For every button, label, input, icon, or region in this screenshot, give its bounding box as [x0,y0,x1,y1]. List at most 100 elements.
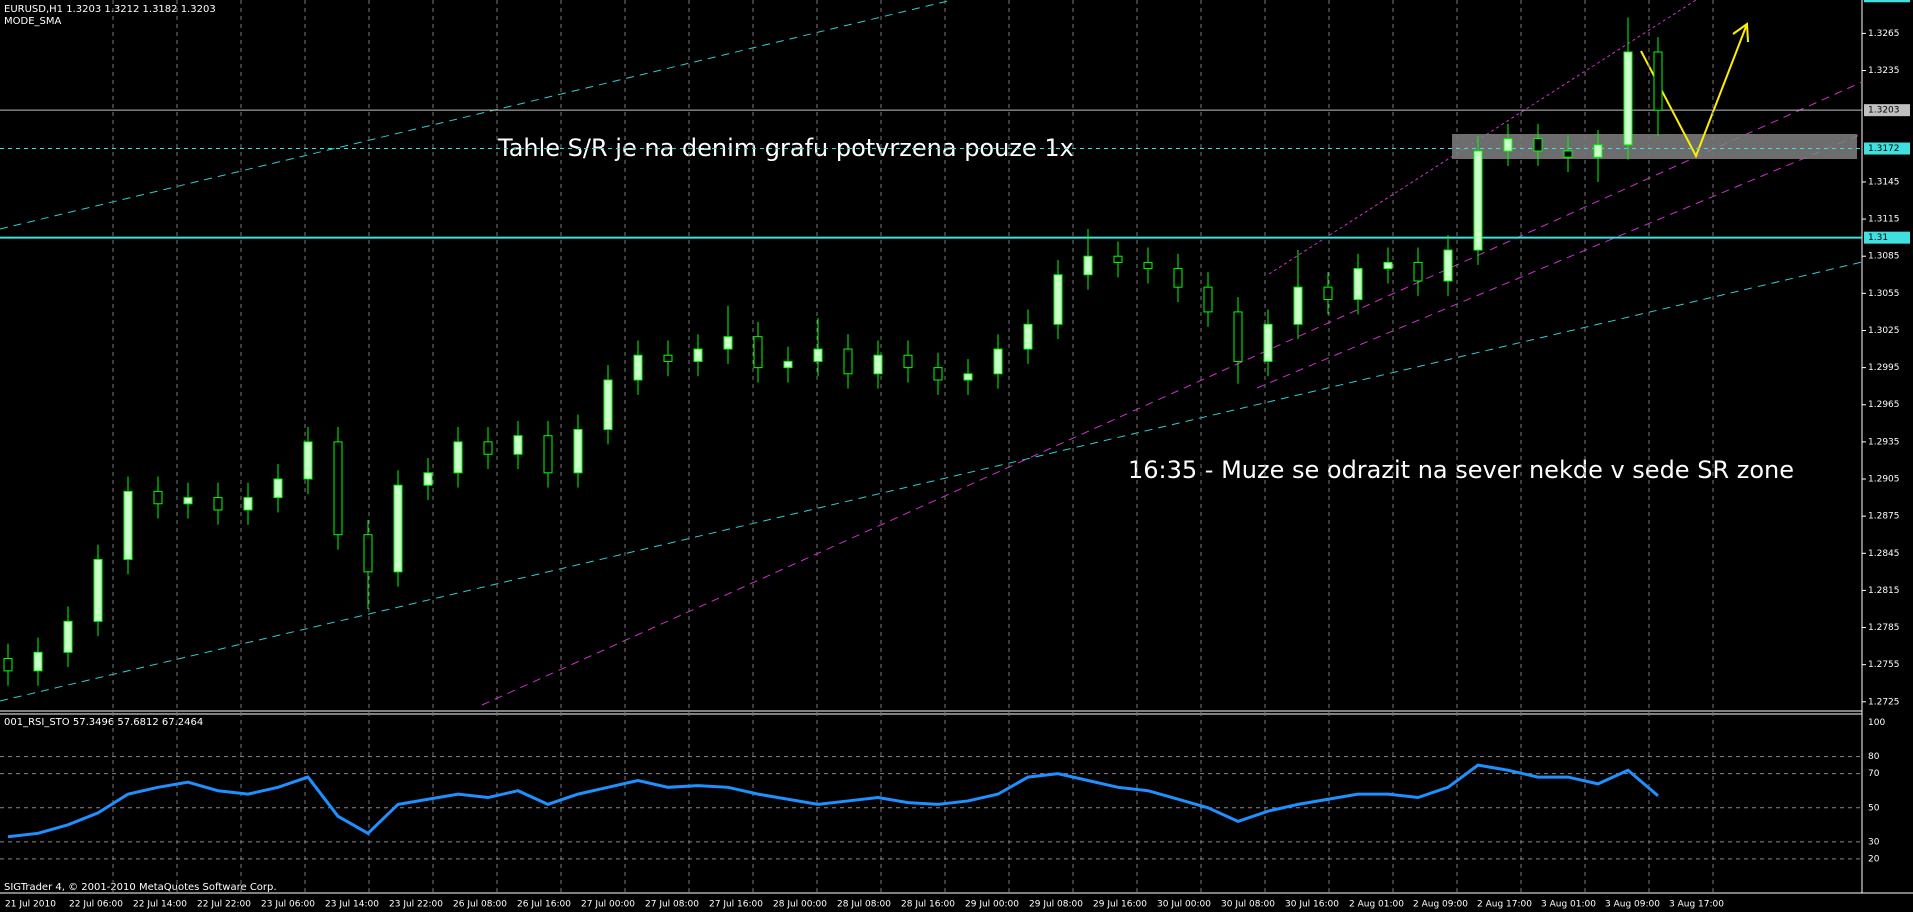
level-label: 1.3295 [1868,0,1900,2]
level-label-box [1864,0,1910,3]
y-tick-label: 1.2845 [1868,549,1900,559]
x-tick-label: 22 Jul 06:00 [69,900,123,910]
candle-body [1173,268,1183,288]
candle-body [1323,286,1333,301]
x-tick-label: 29 Jul 00:00 [965,900,1019,910]
candle-body [33,651,43,672]
annotation: 16:35 - Muze se odrazit na sever nekde v… [1128,456,1794,484]
candle-body [1533,138,1543,152]
candle-body [1653,51,1663,111]
x-tick-label: 29 Jul 08:00 [1029,900,1083,910]
level-label-box [1864,104,1910,117]
candle-body [93,558,103,622]
level-label: 1.3203 [1868,106,1900,116]
candle-body [933,367,943,381]
candle-body [1203,286,1213,313]
candle-body [423,472,433,486]
candle-body [753,336,763,369]
indicator-line [7,763,1659,839]
candle-body [633,354,643,381]
x-tick-label: 27 Jul 08:00 [645,900,699,910]
candle-body [363,534,373,573]
candle-body [573,429,583,474]
x-tick-label: 30 Jul 08:00 [1221,900,1275,910]
copyright: SIGTrader 4, © 2001-2010 MetaQuotes Soft… [4,882,277,893]
y-tick-label: 1.3115 [1868,215,1900,225]
x-tick-label: 28 Jul 08:00 [837,900,891,910]
y-tick-label: 1.2755 [1868,660,1900,670]
x-tick-label: 29 Jul 16:00 [1093,900,1147,910]
candle-body [1503,138,1513,152]
candle-body [1263,323,1273,362]
candle-body [723,336,733,350]
candle-body [903,354,913,369]
x-tick-label: 21 Jul 2010 [5,900,56,910]
trendline [0,261,1863,702]
x-tick-label: 2 Aug 01:00 [1349,900,1404,910]
candle-body [513,435,523,455]
x-tick-label: 3 Aug 17:00 [1669,900,1724,910]
candle-body [843,348,853,375]
x-tick-label: 2 Aug 17:00 [1477,900,1532,910]
x-tick-label: 28 Jul 16:00 [901,900,955,910]
y-tick-label: 1.3145 [1868,177,1900,187]
arrow-head [1732,22,1749,43]
x-tick-label: 3 Aug 01:00 [1541,900,1596,910]
candle-body [1623,51,1633,146]
x-tick-label: 2 Aug 09:00 [1413,900,1468,910]
candle-body [1443,249,1453,282]
candle-body [183,497,193,505]
y-tick-label: 80 [1868,752,1880,762]
candle-body [1353,268,1363,301]
y-tick-label: 1.2815 [1868,586,1900,596]
x-tick-label: 30 Jul 00:00 [1157,900,1211,910]
candle-body [303,441,313,480]
candle-body [393,484,403,573]
candle-body [243,497,253,511]
candle-body [333,441,343,536]
y-tick-label: 1.3025 [1868,326,1900,336]
candle-body [213,497,223,511]
candle-body [693,348,703,362]
y-tick-label: 1.2875 [1868,512,1900,522]
x-tick-label: 23 Jul 06:00 [261,900,315,910]
candle-body [63,620,73,653]
y-tick-label: 1.3235 [1868,66,1900,76]
annotation: Tahle S/R je na denim grafu potvrzena po… [497,134,1074,162]
y-tick-label: 1.2935 [1868,437,1900,447]
y-tick-label: 1.3085 [1868,252,1900,262]
x-tick-label: 22 Jul 22:00 [197,900,251,910]
y-tick-label: 1.2905 [1868,475,1900,485]
y-tick-label: 20 [1868,854,1880,864]
candle-body [1593,144,1603,158]
candle-body [1053,274,1063,325]
y-tick-label: 100 [1868,718,1885,728]
x-tick-label: 22 Jul 14:00 [133,900,187,910]
candle-body [1083,255,1093,276]
chart-subtitle: MODE_SMA [4,16,61,27]
candle-body [813,348,823,362]
x-tick-label: 28 Jul 00:00 [773,900,827,910]
trendline [0,0,953,230]
level-label-box [1864,231,1910,244]
x-tick-label: 26 Jul 08:00 [453,900,507,910]
y-tick-label: 1.2965 [1868,400,1900,410]
indicator-title: 001_RSI_STO 57.3496 57.6812 67.2464 [4,717,203,728]
sr-zone [1452,134,1857,159]
y-tick-label: 1.2725 [1868,697,1900,707]
candle-body [1143,261,1153,270]
candle-body [873,354,883,375]
candle-body [273,478,283,499]
level-label-box [1864,142,1910,155]
candle-body [603,379,613,431]
x-tick-label: 26 Jul 16:00 [517,900,571,910]
y-tick-label: 50 [1868,803,1880,813]
x-tick-label: 30 Jul 16:00 [1285,900,1339,910]
x-tick-label: 23 Jul 14:00 [325,900,379,910]
candle-body [123,490,133,560]
candle-body [1023,323,1033,350]
candle-body [963,373,973,381]
trendline [1256,133,1863,389]
